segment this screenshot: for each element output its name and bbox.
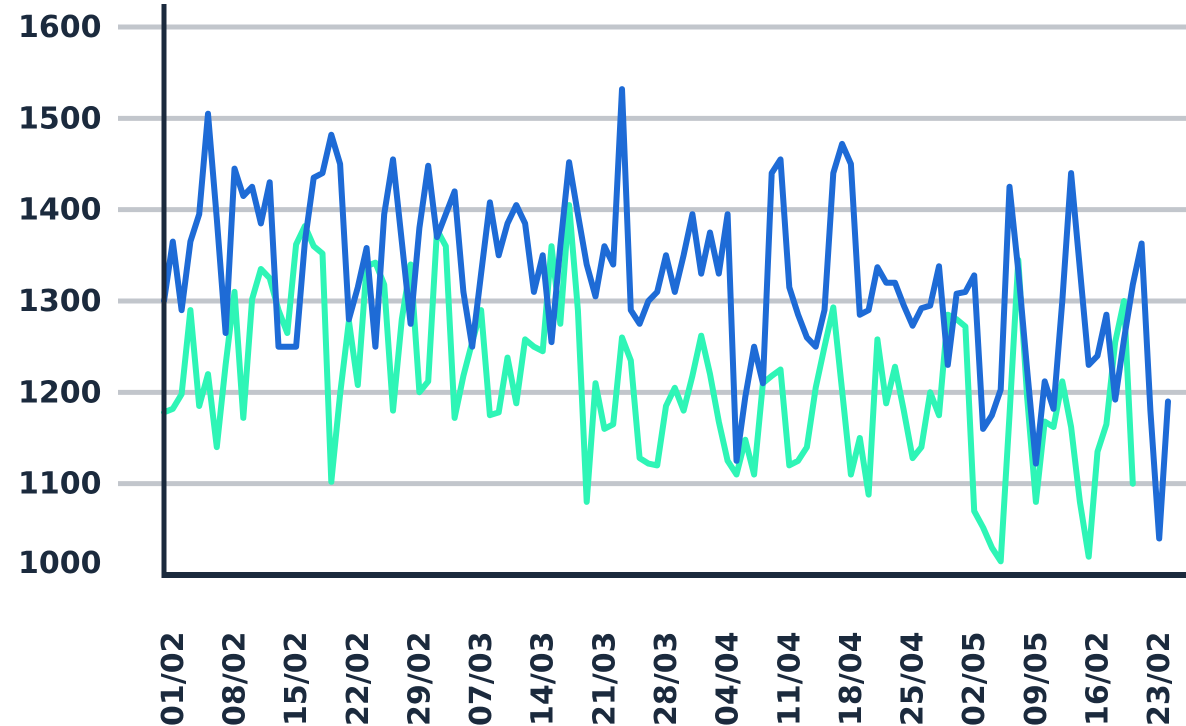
x-tick-label: 25/04 xyxy=(896,632,931,726)
y-tick-label: 1100 xyxy=(18,467,102,502)
y-tick-label: 1200 xyxy=(18,375,102,410)
gridlines xyxy=(118,24,1186,487)
y-tick-label: 1000 xyxy=(18,546,102,581)
x-tick-label: 01/02 xyxy=(156,632,191,726)
x-tick-label: 21/03 xyxy=(587,632,622,726)
x-tick-label: 28/03 xyxy=(649,632,684,726)
x-tick-label: 11/04 xyxy=(772,632,807,726)
x-tick-label: 29/02 xyxy=(402,632,437,726)
x-tick-label: 16/02 xyxy=(1081,632,1116,726)
y-axis-ticks: 1600 1500 1400 1300 1200 1100 1000 xyxy=(18,10,102,581)
series-lines xyxy=(161,86,1171,565)
x-tick-label: 07/03 xyxy=(464,632,499,726)
x-tick-label: 09/05 xyxy=(1019,632,1054,726)
y-tick-label: 1400 xyxy=(18,193,102,228)
y-tick-label: 1300 xyxy=(18,284,102,319)
x-tick-label: 22/02 xyxy=(341,632,376,726)
x-tick-label: 14/03 xyxy=(526,632,561,726)
x-tick-label: 23/02 xyxy=(1142,632,1177,726)
x-tick-label: 08/02 xyxy=(217,632,252,726)
y-tick-label: 1600 xyxy=(18,10,102,45)
x-tick-label: 18/04 xyxy=(834,632,869,726)
x-tick-label: 15/02 xyxy=(279,632,314,726)
x-tick-label: 04/04 xyxy=(711,632,746,726)
series-line-2 xyxy=(161,202,1136,565)
x-tick-label: 02/05 xyxy=(957,632,992,726)
series-line-1 xyxy=(161,86,1171,542)
y-tick-label: 1500 xyxy=(18,101,102,136)
x-axis-ticks: 01/02 08/02 15/02 22/02 29/02 07/03 14/03 21/03… xyxy=(156,632,1177,726)
